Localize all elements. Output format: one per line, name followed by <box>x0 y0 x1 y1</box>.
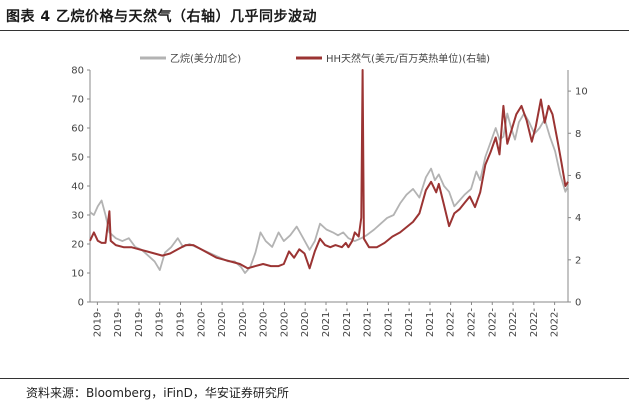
x-tick-label: 2020- <box>300 308 311 337</box>
axes: 0 10 20 30 40 50 60 70 80 0 2 4 6 8 10 2019- 2019- 2019- 2… <box>71 66 587 338</box>
x-tick-label: 2020- <box>279 308 290 337</box>
x-tick-label: 2022- <box>446 308 457 337</box>
left-tick-label: 40 <box>71 182 84 193</box>
x-tick-label: 2022- <box>508 308 519 337</box>
right-tick-label: 2 <box>575 255 581 266</box>
source-rule <box>0 378 629 379</box>
right-tick-label: 4 <box>575 213 581 224</box>
legend-label-ethane: 乙烷(美分/加仑) <box>170 52 241 65</box>
x-tick-label: 2021- <box>321 308 332 337</box>
right-tick-label: 6 <box>575 171 581 182</box>
right-tick-label: 0 <box>575 298 581 309</box>
x-tick-label: 2020- <box>217 308 228 337</box>
x-tick-label: 2020- <box>196 308 207 337</box>
left-tick-label: 70 <box>71 95 84 106</box>
x-tick-label: 2019- <box>113 308 124 337</box>
x-tick-label: 2019- <box>92 308 103 337</box>
left-tick-label: 0 <box>78 298 84 309</box>
right-tick-label: 10 <box>575 87 588 98</box>
right-tick-label: 8 <box>575 129 581 140</box>
legend-label-gas: HH天然气(美元/百万英热单位)(右轴) <box>326 52 490 65</box>
source-note: 资料来源：Bloomberg，iFinD，华安证券研究所 <box>26 386 289 400</box>
x-tick-label: 2022- <box>487 308 498 337</box>
figure-title: 图表 4 乙烷价格与天然气（右轴）几乎同步波动 <box>6 9 317 25</box>
gas-series-line <box>89 69 569 270</box>
x-tick-label: 2021- <box>363 308 374 337</box>
left-tick-label: 80 <box>71 66 84 77</box>
x-tick-label: 2021- <box>342 308 353 337</box>
line-chart: 乙烷(美分/加仑) HH天然气(美元/百万英热单位)(右轴) 0102030405… <box>71 52 587 338</box>
x-tick-label: 2021- <box>425 308 436 337</box>
left-tick-label: 60 <box>71 124 84 135</box>
x-tick-label: 2022- <box>466 308 477 337</box>
x-tick-label: 2019- <box>155 308 166 337</box>
series-group <box>89 69 569 274</box>
x-tick-label: 2021- <box>404 308 415 337</box>
x-tick-label: 2021- <box>383 308 394 337</box>
title-rule <box>0 30 629 31</box>
left-tick-label: 10 <box>71 269 84 280</box>
x-tick-label: 2020- <box>238 308 249 337</box>
x-tick-label: 2019- <box>134 308 145 337</box>
left-tick-label: 50 <box>71 153 84 164</box>
legend: 乙烷(美分/加仑) HH天然气(美元/百万英热单位)(右轴) <box>140 52 490 65</box>
x-tick-label: 2022- <box>529 308 540 337</box>
x-tick-label: 2020- <box>259 308 270 337</box>
x-tick-label: 2022- <box>550 308 561 337</box>
x-tick-label: 2019- <box>176 308 187 337</box>
left-tick-label: 30 <box>71 211 84 222</box>
left-tick-label: 20 <box>71 240 84 251</box>
